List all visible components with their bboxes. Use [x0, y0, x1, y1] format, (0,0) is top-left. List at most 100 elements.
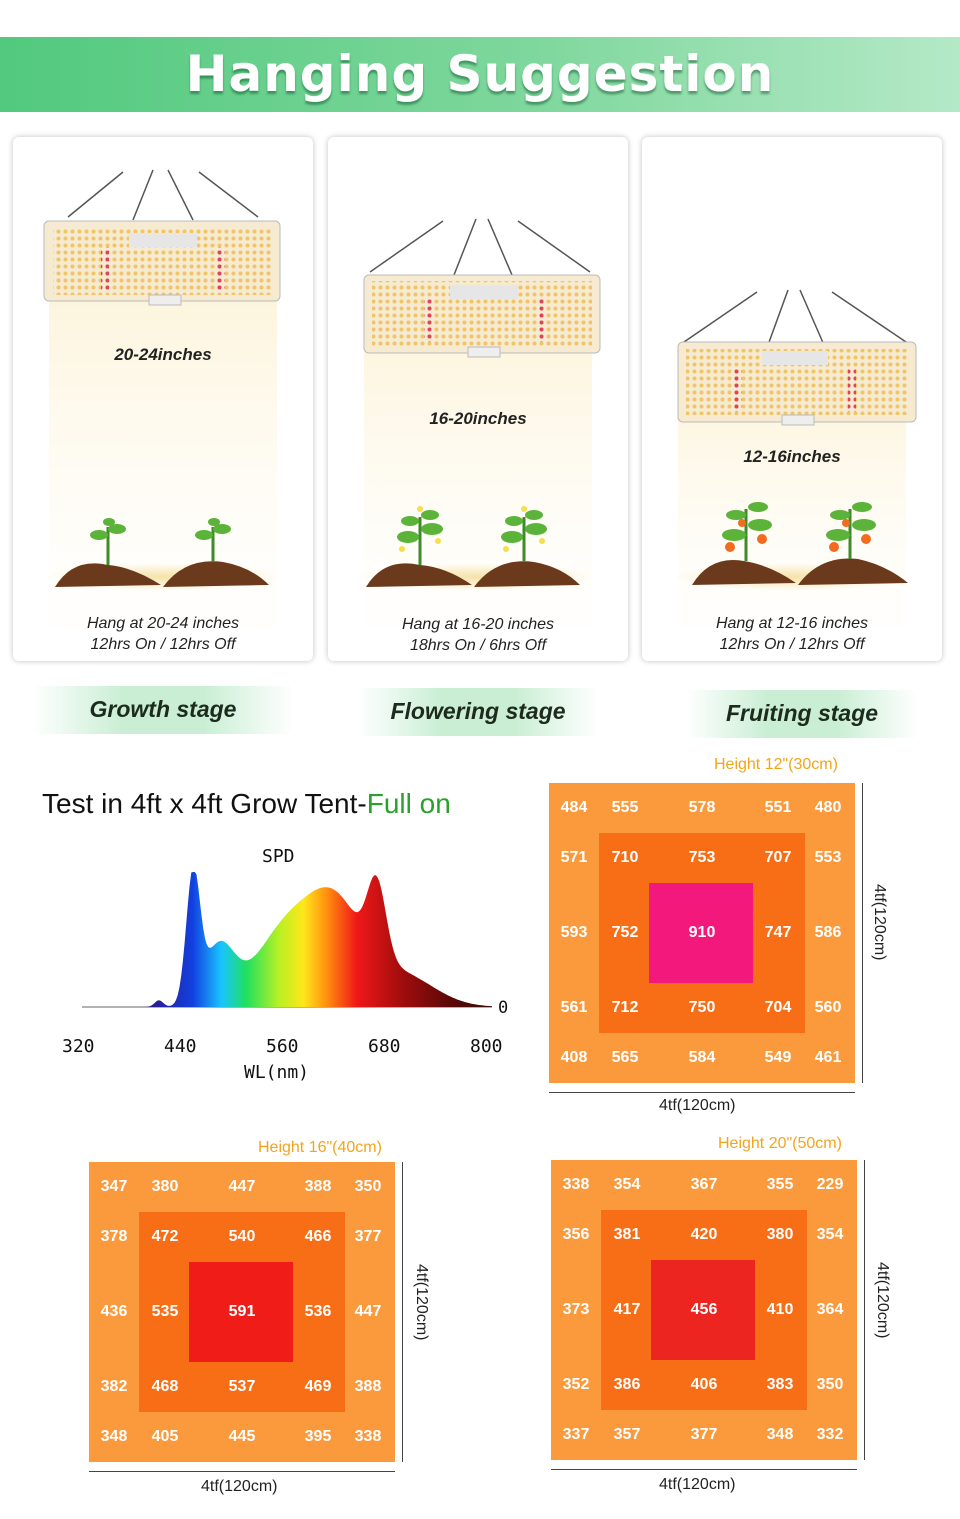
ppfd-value: 357: [613, 1426, 641, 1443]
ppfd-value: 347: [100, 1178, 128, 1195]
test-heading: Test in 4ft x 4ft Grow Tent-Full on: [42, 788, 451, 820]
ppfd-value: 555: [611, 799, 639, 816]
hang-height: Hang at 12-16 inches: [715, 615, 869, 632]
ppfd-value: 747: [764, 924, 792, 941]
ppfd-value: 386: [613, 1376, 641, 1393]
page-title: Hanging Suggestion: [185, 45, 775, 103]
ppfd-value: 405: [151, 1428, 179, 1445]
ppfd-value: 549: [764, 1049, 792, 1066]
stage-card-flowering: 16-20inches Hang at 16-20 inches 18hrs O…: [328, 137, 628, 661]
ppfd-value: 436: [100, 1303, 128, 1320]
light-schedule: 12hrs On / 12hrs Off: [719, 636, 865, 653]
hang-height: Hang at 20-24 inches: [86, 615, 240, 632]
ppfd-value: 704: [764, 999, 792, 1016]
hang-height: Hang at 16-20 inches: [401, 616, 555, 633]
spd-tick: 560: [266, 1036, 299, 1057]
stage-label-flowering: Flowering stage: [358, 688, 598, 736]
hang-distance: 16-20inches: [429, 409, 527, 428]
ppfd-value: 553: [814, 849, 842, 866]
grid-width-label: 4tf(120cm): [659, 1476, 736, 1493]
ppfd-value: 354: [613, 1176, 641, 1193]
stage-label-fruiting: Fruiting stage: [686, 690, 918, 738]
ppfd-value: 561: [560, 999, 588, 1016]
ppfd-value: 367: [690, 1176, 718, 1193]
spd-x-label: WL(nm): [244, 1062, 310, 1083]
ppfd-grid-16in: 347 380 447 388 350 378 472 540 466 377 436 535 591 5…: [89, 1162, 395, 1462]
stage-card-growth: 20-24inches Hang at 20-24 inches 12hrs O…: [13, 137, 313, 661]
light-schedule: 12hrs On / 12hrs Off: [90, 636, 236, 653]
grid-height-label: Height 16"(40cm): [258, 1139, 382, 1156]
grid-width-line: [549, 1092, 855, 1093]
grid-depth-label: 4tf(120cm): [871, 884, 888, 961]
ppfd-value: 348: [100, 1428, 128, 1445]
ppfd-value: 447: [354, 1303, 382, 1320]
ppfd-value: 388: [304, 1178, 332, 1195]
grid-width-label: 4tf(120cm): [659, 1097, 736, 1114]
ppfd-value: 355: [766, 1176, 794, 1193]
ppfd-value: 480: [814, 799, 842, 816]
ppfd-value: 382: [100, 1378, 128, 1395]
grid-depth-label: 4tf(120cm): [413, 1264, 430, 1341]
ppfd-value: 591: [228, 1303, 256, 1320]
ppfd-value: 535: [151, 1303, 179, 1320]
ppfd-value: 377: [690, 1426, 718, 1443]
ppfd-value: 373: [562, 1301, 590, 1318]
stage-card-fruiting: 12-16inches Hang at 12-16 inches 12hrs O…: [642, 137, 942, 661]
spd-title: SPD: [262, 846, 295, 867]
ppfd-value: 456: [690, 1301, 718, 1318]
grid-height-label: Height 12"(30cm): [714, 756, 838, 773]
flowering-plant-icon: [360, 506, 596, 591]
hang-distance: 20-24inches: [114, 345, 212, 364]
ppfd-value: 380: [766, 1226, 794, 1243]
ppfd-value: 540: [228, 1228, 256, 1245]
seedling-icon: [45, 518, 281, 591]
ppfd-value: 408: [560, 1049, 588, 1066]
ppfd-value: 447: [228, 1178, 256, 1195]
ppfd-value: 337: [562, 1426, 590, 1443]
grid-width-label: 4tf(120cm): [201, 1478, 278, 1495]
ppfd-value: 380: [151, 1178, 179, 1195]
ppfd-value: 707: [764, 849, 792, 866]
ppfd-value: 466: [304, 1228, 332, 1245]
ppfd-value: 338: [354, 1428, 382, 1445]
light-schedule: 18hrs On / 6hrs Off: [409, 637, 547, 654]
ppfd-value: 406: [690, 1376, 718, 1393]
ppfd-value: 377: [354, 1228, 382, 1245]
grid-width-line: [89, 1471, 395, 1472]
ppfd-value: 445: [228, 1428, 256, 1445]
ppfd-value: 229: [816, 1176, 844, 1193]
test-heading-text: Test in 4ft x 4ft Grow Tent-: [42, 788, 367, 819]
ppfd-center-zone: [189, 1262, 293, 1362]
ppfd-value: 395: [304, 1428, 332, 1445]
ppfd-value: 578: [688, 799, 716, 816]
hang-distance: 12-16inches: [743, 447, 841, 466]
grid-depth-line: [862, 783, 863, 1083]
ppfd-center-zone: [649, 883, 753, 983]
ppfd-value: 388: [354, 1378, 382, 1395]
ppfd-value: 712: [611, 999, 639, 1016]
fruiting-plant-icon: [674, 502, 910, 591]
spd-tick: 680: [368, 1036, 401, 1057]
spd-tick: 800: [470, 1036, 503, 1057]
ppfd-value: 410: [766, 1301, 794, 1318]
ppfd-value: 332: [816, 1426, 844, 1443]
ppfd-value: 710: [611, 849, 639, 866]
ppfd-value: 420: [690, 1226, 718, 1243]
grid-width-line: [551, 1469, 857, 1470]
ppfd-value: 565: [611, 1049, 639, 1066]
ppfd-value: 383: [766, 1376, 794, 1393]
ppfd-value: 364: [816, 1301, 844, 1318]
spd-tick: 440: [164, 1036, 197, 1057]
ppfd-value: 586: [814, 924, 842, 941]
ppfd-value: 571: [560, 849, 588, 866]
ppfd-value: 356: [562, 1226, 590, 1243]
ppfd-value: 350: [816, 1376, 844, 1393]
hang-instructions: Hang at 16-20 inches 18hrs On / 6hrs Off: [328, 614, 628, 656]
ppfd-value: 472: [151, 1228, 179, 1245]
ppfd-value: 753: [688, 849, 716, 866]
spd-spectrum-chart: [82, 872, 492, 1008]
ppfd-center-zone: [651, 1260, 755, 1360]
grow-light-panel-icon: [43, 169, 281, 629]
ppfd-value: 537: [228, 1378, 256, 1395]
ppfd-value: 484: [560, 799, 588, 816]
